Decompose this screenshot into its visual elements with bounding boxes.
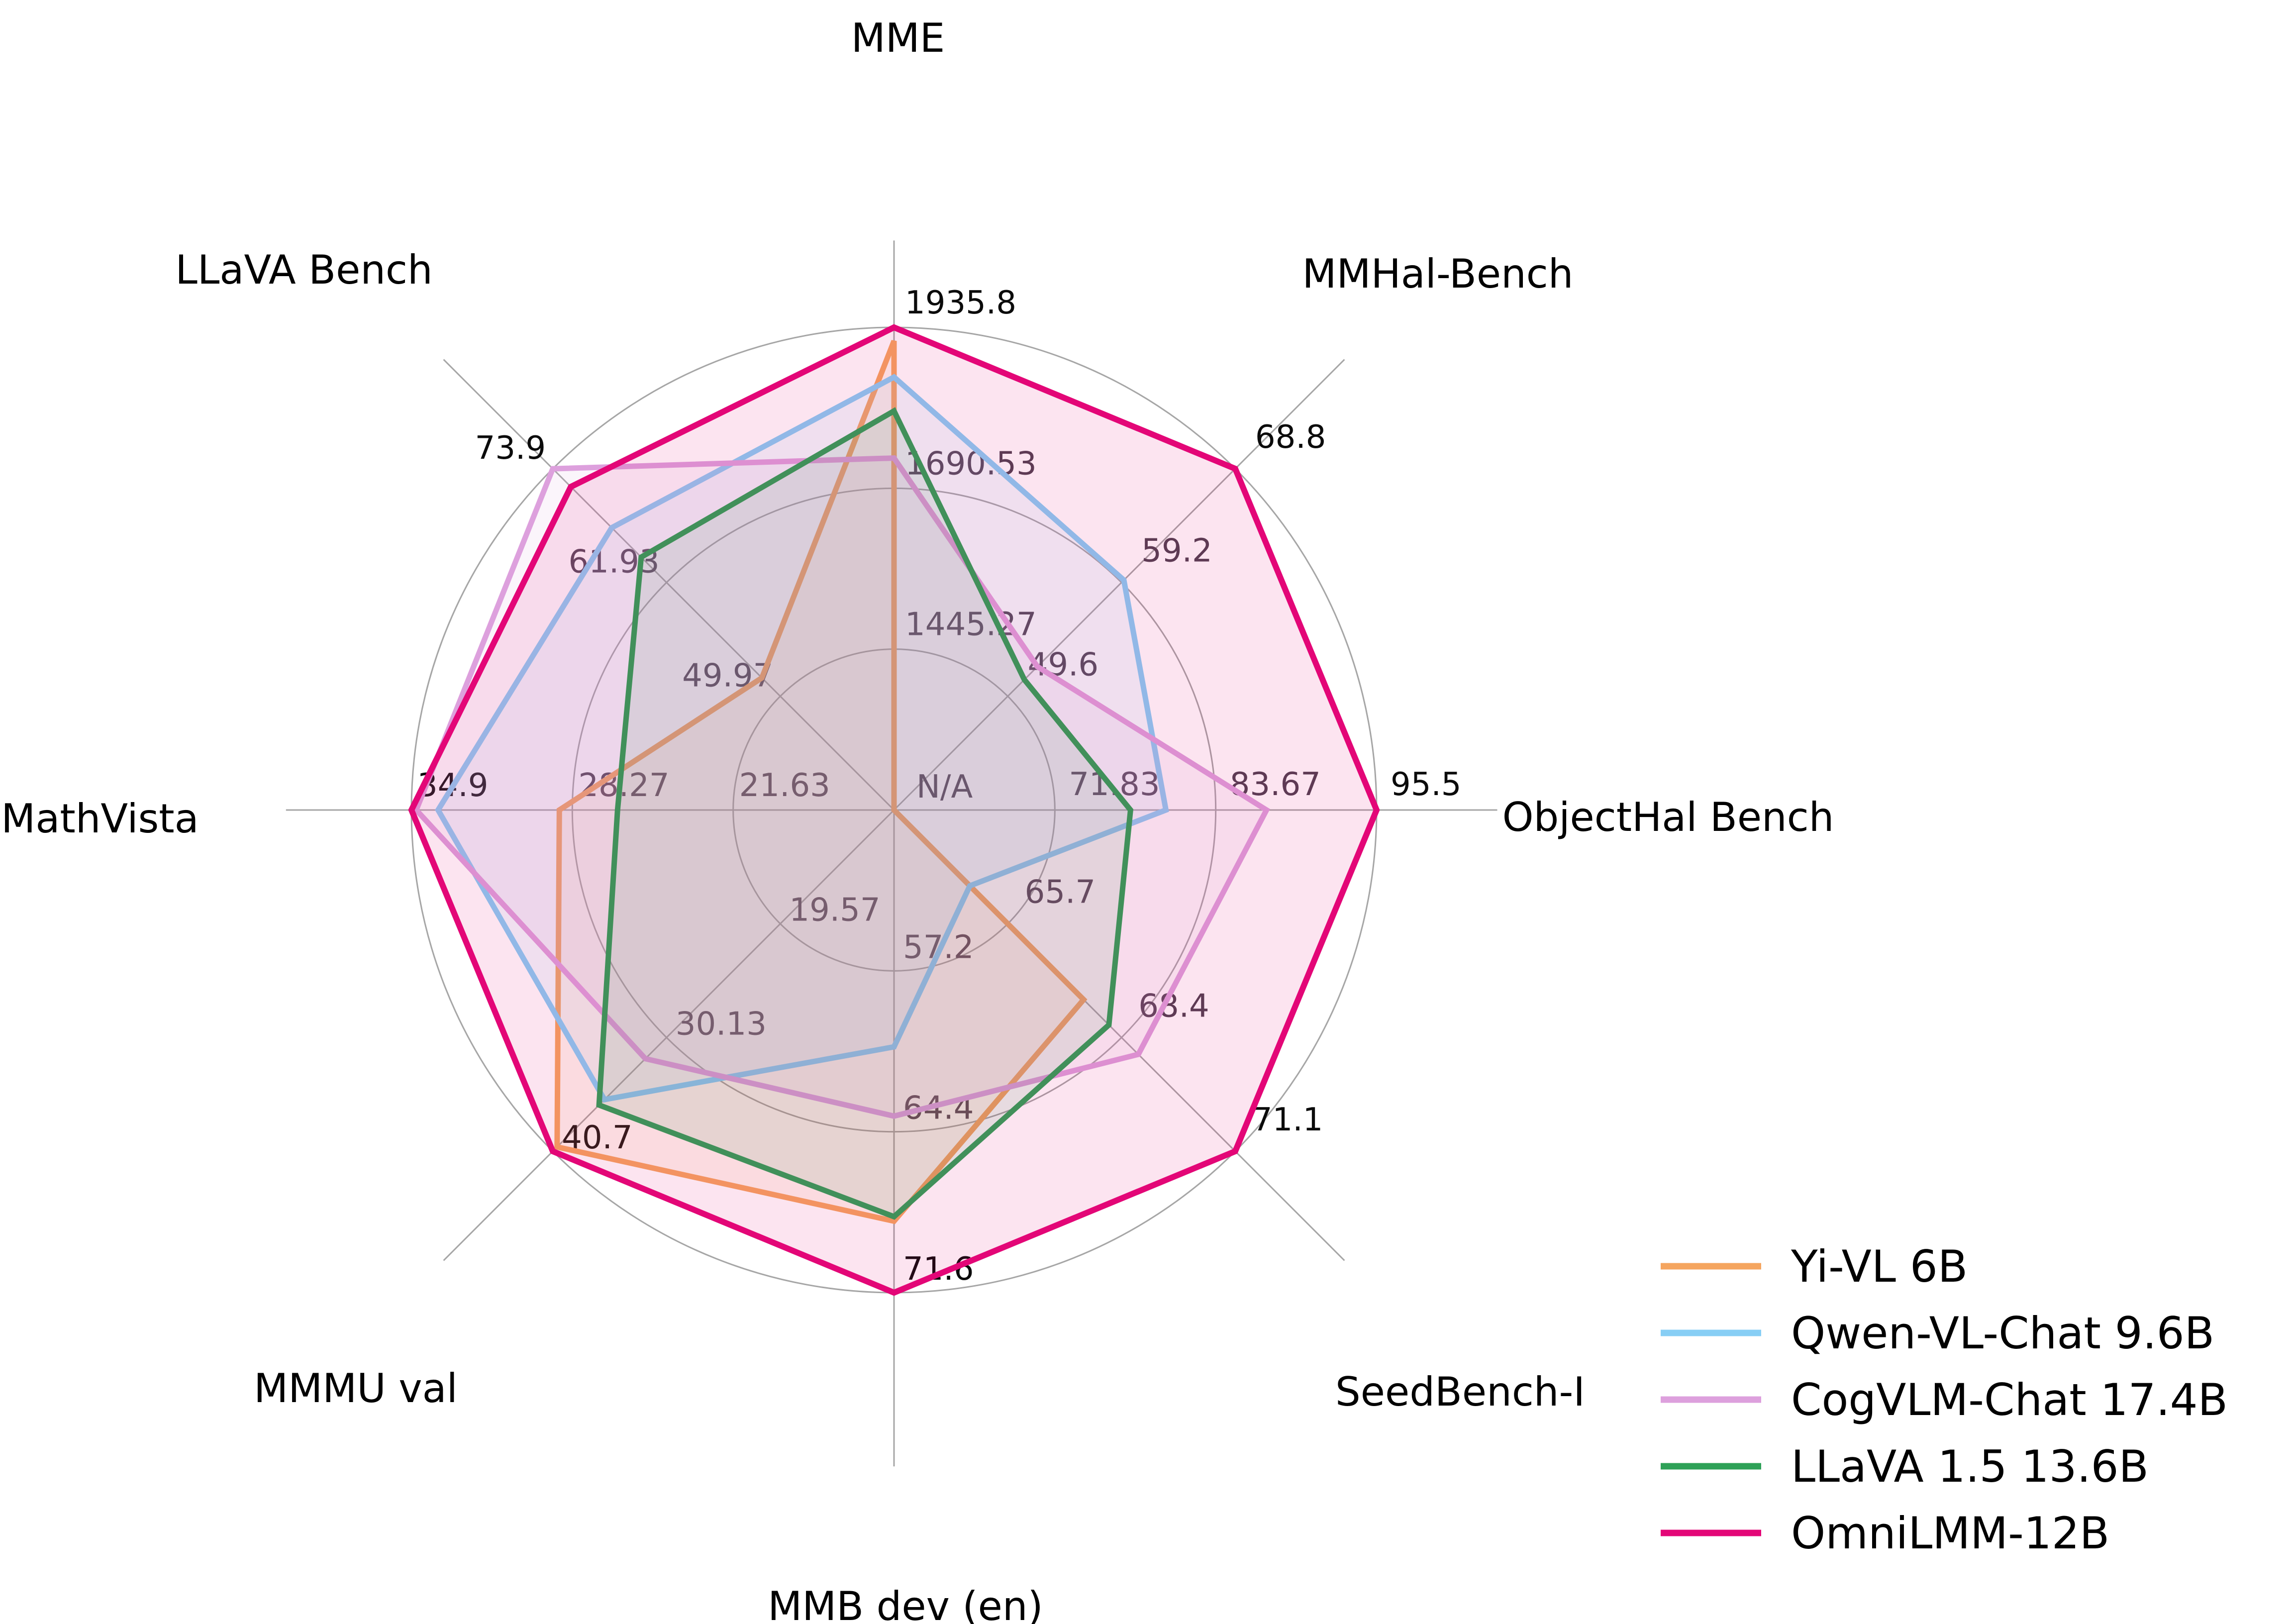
- axis-spoke-llava-bench: [443, 359, 895, 811]
- axis-title-mmhal-bench: MMHal-Bench: [1302, 251, 1574, 297]
- legend-label-llava-1-5-13-6b: LLaVA 1.5 13.6B: [1791, 1441, 2149, 1492]
- legend-item-cogvlm-chat-17-4b: CogVLM-Chat 17.4B: [1661, 1374, 2228, 1425]
- axis-title-mathvista: MathVista: [1, 796, 199, 842]
- axis-title-seedbench-i: SeedBench-I: [1335, 1369, 1585, 1415]
- ring-label-llava-bench-1: 49.97: [682, 657, 773, 694]
- series-polygon-cogvlm-chat-17-4b: [413, 455, 1270, 1119]
- ring-label-objecthal-bench-1: 71.83: [1069, 766, 1160, 803]
- legend-label-cogvlm-chat-17-4b: CogVLM-Chat 17.4B: [1791, 1374, 2228, 1425]
- legend-item-qwen-vl-chat-9-6b: Qwen-VL-Chat 9.6B: [1661, 1308, 2214, 1359]
- ring-label-seedbench-i-3: 71.1: [1252, 1102, 1323, 1138]
- series-polygon-yi-vl-6b: [554, 340, 1088, 1224]
- series-polygon-llava-1-5-13-6b: [596, 407, 1134, 1220]
- center-na-label: N/A: [916, 769, 973, 806]
- ring-label-mmmu-val-2: 30.13: [676, 1006, 767, 1042]
- legend: Yi-VL 6B Qwen-VL-Chat 9.6B CogVLM-Chat 17.…: [1661, 1241, 2228, 1559]
- axis-title-mmb-dev-en: MMB dev (en): [768, 1583, 1043, 1624]
- series-polygons: [408, 324, 1380, 1296]
- legend-item-omnilmm-12b: OmniLMM-12B: [1661, 1508, 2109, 1559]
- axis-title-mmmu-val: MMMU val: [254, 1365, 458, 1412]
- series-polygon-qwen-vl-chat-9-6b: [435, 374, 1169, 1103]
- ring-label-mmmu-val-1: 19.57: [789, 892, 880, 929]
- ring-label-mmhal-bench-2: 59.2: [1141, 533, 1212, 570]
- ring-label-objecthal-bench-3: 95.5: [1391, 766, 1462, 803]
- ring-label-seedbench-i-1: 65.7: [1025, 874, 1096, 911]
- axis-title-objecthal-bench: ObjectHal Bench: [1502, 794, 1834, 840]
- axis-spoke-mmmu-val: [443, 809, 895, 1261]
- series-polygon-omnilmm-12b: [408, 324, 1380, 1296]
- axis-titles: MME MMHal-Bench ObjectHal Bench SeedBench-I…: [1, 15, 1834, 1624]
- ring-label-llava-bench-3: 73.9: [475, 430, 546, 467]
- ring-label-mmhal-bench-3: 68.8: [1255, 419, 1326, 456]
- legend-label-omnilmm-12b: OmniLMM-12B: [1791, 1508, 2109, 1559]
- legend-label-yi-vl-6b: Yi-VL 6B: [1791, 1241, 1968, 1292]
- legend-item-llava-1-5-13-6b: LLaVA 1.5 13.6B: [1661, 1441, 2149, 1492]
- axis-title-mme: MME: [851, 15, 945, 61]
- legend-label-qwen-vl-chat-9-6b: Qwen-VL-Chat 9.6B: [1791, 1308, 2214, 1359]
- ring-label-seedbench-i-2: 68.4: [1138, 988, 1209, 1024]
- legend-item-yi-vl-6b: Yi-VL 6B: [1661, 1241, 1968, 1292]
- axis-title-llava-bench: LLaVA Bench: [175, 247, 432, 293]
- axis-spoke-mmhal-bench: [893, 359, 1345, 811]
- ring-label-mathvista-1: 21.63: [739, 767, 830, 804]
- ring-label-mme-3: 1935.8: [905, 285, 1016, 321]
